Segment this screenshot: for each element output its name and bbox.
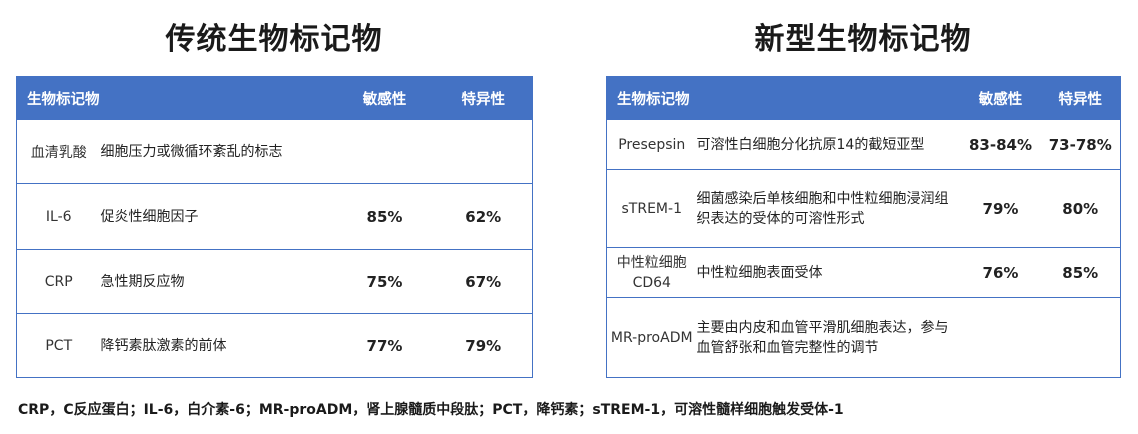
marker-description: 中性粒细胞表面受体	[696, 247, 961, 298]
sensitivity-value: 75%	[334, 249, 435, 314]
novel-biomarkers-title: 新型生物标记物	[754, 22, 972, 57]
marker-description: 促炎性细胞因子	[100, 183, 335, 250]
specificity-value: 62%	[434, 183, 533, 250]
marker-name: PCT	[16, 313, 101, 378]
header-specificity: 特异性	[434, 76, 533, 120]
table-row: Presepsin 可溶性白细胞分化抗原14的截短亚型 83-84% 73-78…	[606, 119, 1121, 170]
marker-name: MR-proADM	[606, 297, 697, 378]
table-row: IL-6 促炎性细胞因子 85% 62%	[16, 183, 533, 250]
header-sensitivity: 敏感性	[334, 76, 435, 120]
sensitivity-value: 77%	[334, 313, 435, 378]
table-row: MR-proADM 主要由内皮和血管平滑肌细胞表达，参与血管舒张和血管完整性的调…	[606, 297, 1121, 378]
header-sensitivity: 敏感性	[960, 76, 1041, 120]
specificity-value	[1040, 297, 1121, 378]
table-row: 血清乳酸 细胞压力或微循环紊乱的标志	[16, 119, 533, 184]
header-specificity: 特异性	[1040, 76, 1121, 120]
marker-description: 主要由内皮和血管平滑肌细胞表达，参与血管舒张和血管完整性的调节	[696, 297, 961, 378]
marker-description: 细胞压力或微循环紊乱的标志	[100, 119, 533, 184]
sensitivity-value: 76%	[960, 247, 1041, 298]
novel-biomarkers-table: 生物标记物 敏感性 特异性 Presepsin 可溶性白细胞分化抗原14的截短亚…	[606, 76, 1121, 378]
header-marker: 生物标记物	[16, 76, 335, 120]
marker-description: 可溶性白细胞分化抗原14的截短亚型	[696, 119, 961, 170]
marker-name: CRP	[16, 249, 101, 314]
specificity-value: 80%	[1040, 169, 1121, 248]
header-marker: 生物标记物	[606, 76, 961, 120]
traditional-biomarkers-title: 传统生物标记物	[165, 22, 383, 57]
marker-description: 急性期反应物	[100, 249, 335, 314]
specificity-value: 73-78%	[1040, 119, 1121, 170]
marker-description: 降钙素肽激素的前体	[100, 313, 335, 378]
specificity-value: 79%	[434, 313, 533, 378]
abbreviations-footnote: CRP，C反应蛋白；IL-6，白介素-6；MR-proADM，肾上腺髓质中段肽；…	[18, 402, 844, 418]
specificity-value: 67%	[434, 249, 533, 314]
marker-name: Presepsin	[606, 119, 697, 170]
marker-name: 中性粒细胞CD64	[606, 247, 697, 298]
marker-name: IL-6	[16, 183, 101, 250]
specificity-value: 85%	[1040, 247, 1121, 298]
marker-description: 细菌感染后单核细胞和中性粒细胞浸润组织表达的受体的可溶性形式	[696, 169, 961, 248]
sensitivity-value	[960, 297, 1041, 378]
table-row: sTREM-1 细菌感染后单核细胞和中性粒细胞浸润组织表达的受体的可溶性形式 7…	[606, 169, 1121, 248]
table-row: 中性粒细胞CD64 中性粒细胞表面受体 76% 85%	[606, 247, 1121, 298]
marker-name: 血清乳酸	[16, 119, 101, 184]
marker-name: sTREM-1	[606, 169, 697, 248]
sensitivity-value: 83-84%	[960, 119, 1041, 170]
sensitivity-value: 79%	[960, 169, 1041, 248]
traditional-biomarkers-table: 生物标记物 敏感性 特异性 血清乳酸 细胞压力或微循环紊乱的标志 IL-6 促炎…	[16, 76, 533, 378]
sensitivity-value: 85%	[334, 183, 435, 250]
table-row: PCT 降钙素肽激素的前体 77% 79%	[16, 313, 533, 378]
table-row: CRP 急性期反应物 75% 67%	[16, 249, 533, 314]
